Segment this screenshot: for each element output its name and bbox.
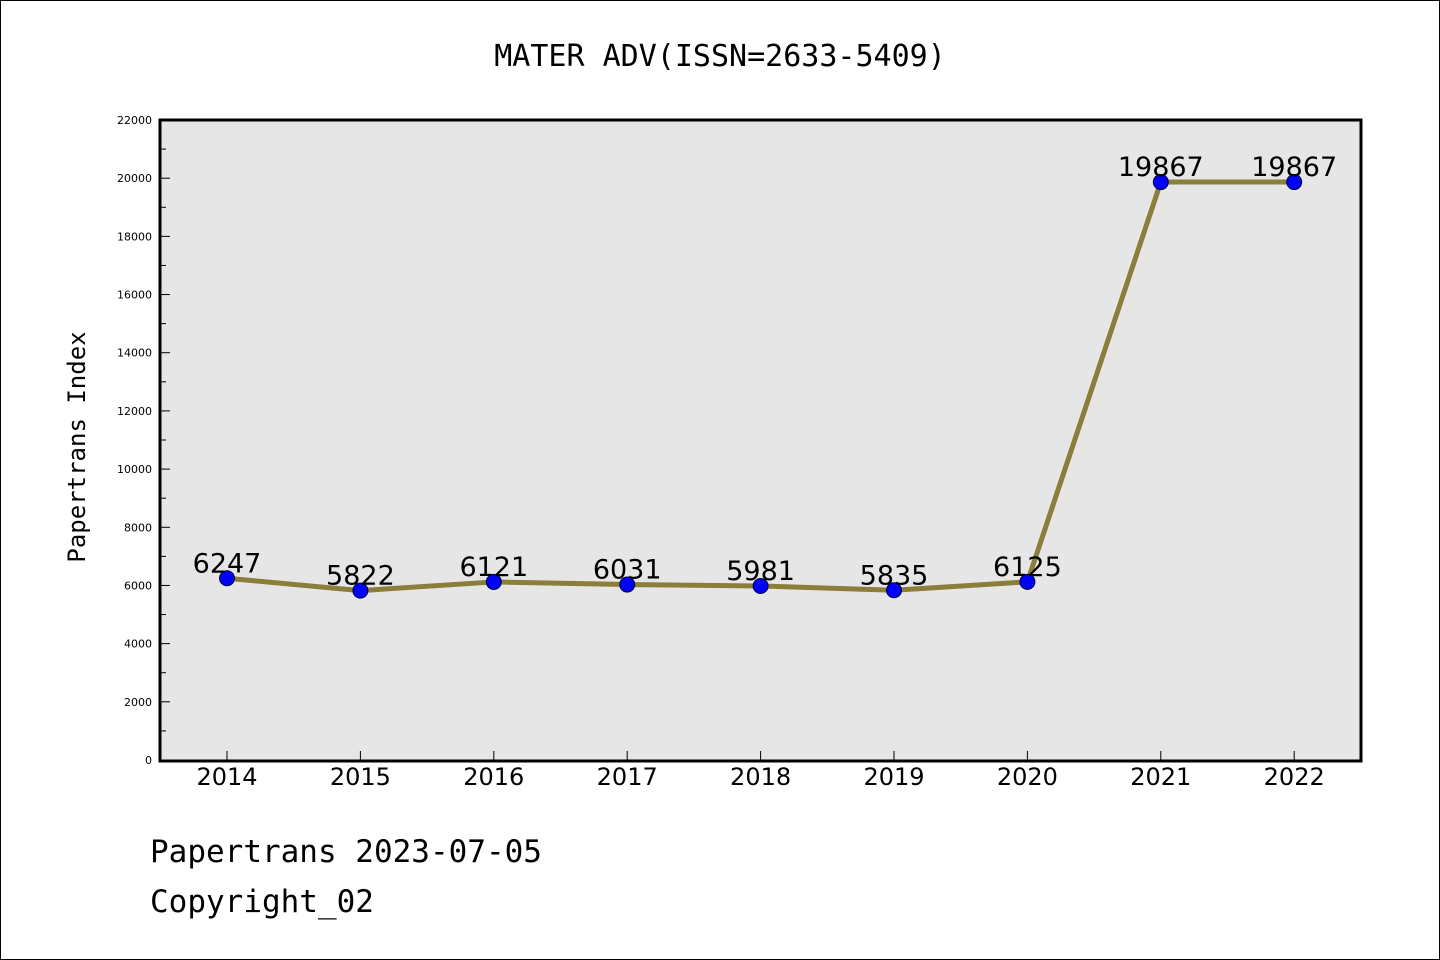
y-tick-label: 8000 [124, 521, 152, 534]
chart-title: MATER ADV(ISSN=2633-5409) [494, 39, 946, 74]
y-tick-label: 22000 [117, 114, 152, 127]
x-axis: 2014 2015 2016 2017 2018 2019 2020 2021 2022 [196, 751, 1325, 791]
data-point-marker [752, 578, 769, 595]
y-tick-label: 6000 [124, 579, 152, 592]
data-label: 19867 [1118, 152, 1204, 183]
data-label: 6121 [459, 552, 528, 583]
x-tick-label: 2015 [330, 763, 391, 791]
y-axis-label: Papertrans Index [63, 331, 91, 562]
y-tick-label: 0 [145, 754, 152, 767]
data-label: 5822 [326, 561, 395, 592]
y-tick-label: 4000 [124, 638, 152, 651]
data-label: 6031 [593, 555, 662, 586]
y-tick-label: 12000 [117, 405, 152, 418]
data-label: 5981 [726, 556, 795, 587]
data-point-marker [1019, 573, 1036, 590]
data-label: 5835 [860, 560, 929, 591]
x-tick-label: 2022 [1264, 763, 1325, 791]
y-tick-label: 16000 [117, 289, 152, 302]
y-tick-label: 20000 [117, 172, 152, 185]
x-tick-label: 2017 [597, 763, 658, 791]
data-point-marker [886, 582, 902, 599]
data-point-marker [485, 573, 502, 590]
x-tick-label: 2019 [863, 763, 924, 791]
y-axis: 0 2000 4000 6000 8000 10000 12000 14000 16000 180… [117, 114, 170, 767]
plot-border [158, 118, 1363, 763]
data-label: 6247 [193, 548, 262, 579]
x-tick-label: 2018 [730, 763, 791, 791]
footer-date-text: Papertrans 2023-07-05 [150, 834, 542, 870]
y-tick-label: 14000 [117, 347, 152, 360]
data-point-marker [1152, 174, 1169, 191]
y-tick-label: 10000 [117, 463, 152, 476]
x-tick-label: 2016 [463, 763, 524, 791]
data-point-marker [619, 576, 636, 593]
x-tick-label: 2014 [196, 763, 257, 791]
x-tick-label: 2020 [997, 763, 1058, 791]
data-point-marker [352, 582, 369, 599]
y-tick-label: 2000 [124, 696, 152, 709]
x-tick-label: 2021 [1130, 763, 1191, 791]
series: 6247 5822 6121 6031 5981 5835 6125 19867 19867 [193, 152, 1337, 599]
y-tick-label: 18000 [117, 230, 152, 243]
footer-copyright-text: Copyright_02 [150, 884, 374, 920]
plot-area [160, 120, 1361, 761]
data-point-marker [219, 570, 235, 587]
data-label: 6125 [993, 552, 1062, 583]
data-point-marker [1286, 174, 1303, 191]
data-label: 19867 [1251, 152, 1337, 183]
